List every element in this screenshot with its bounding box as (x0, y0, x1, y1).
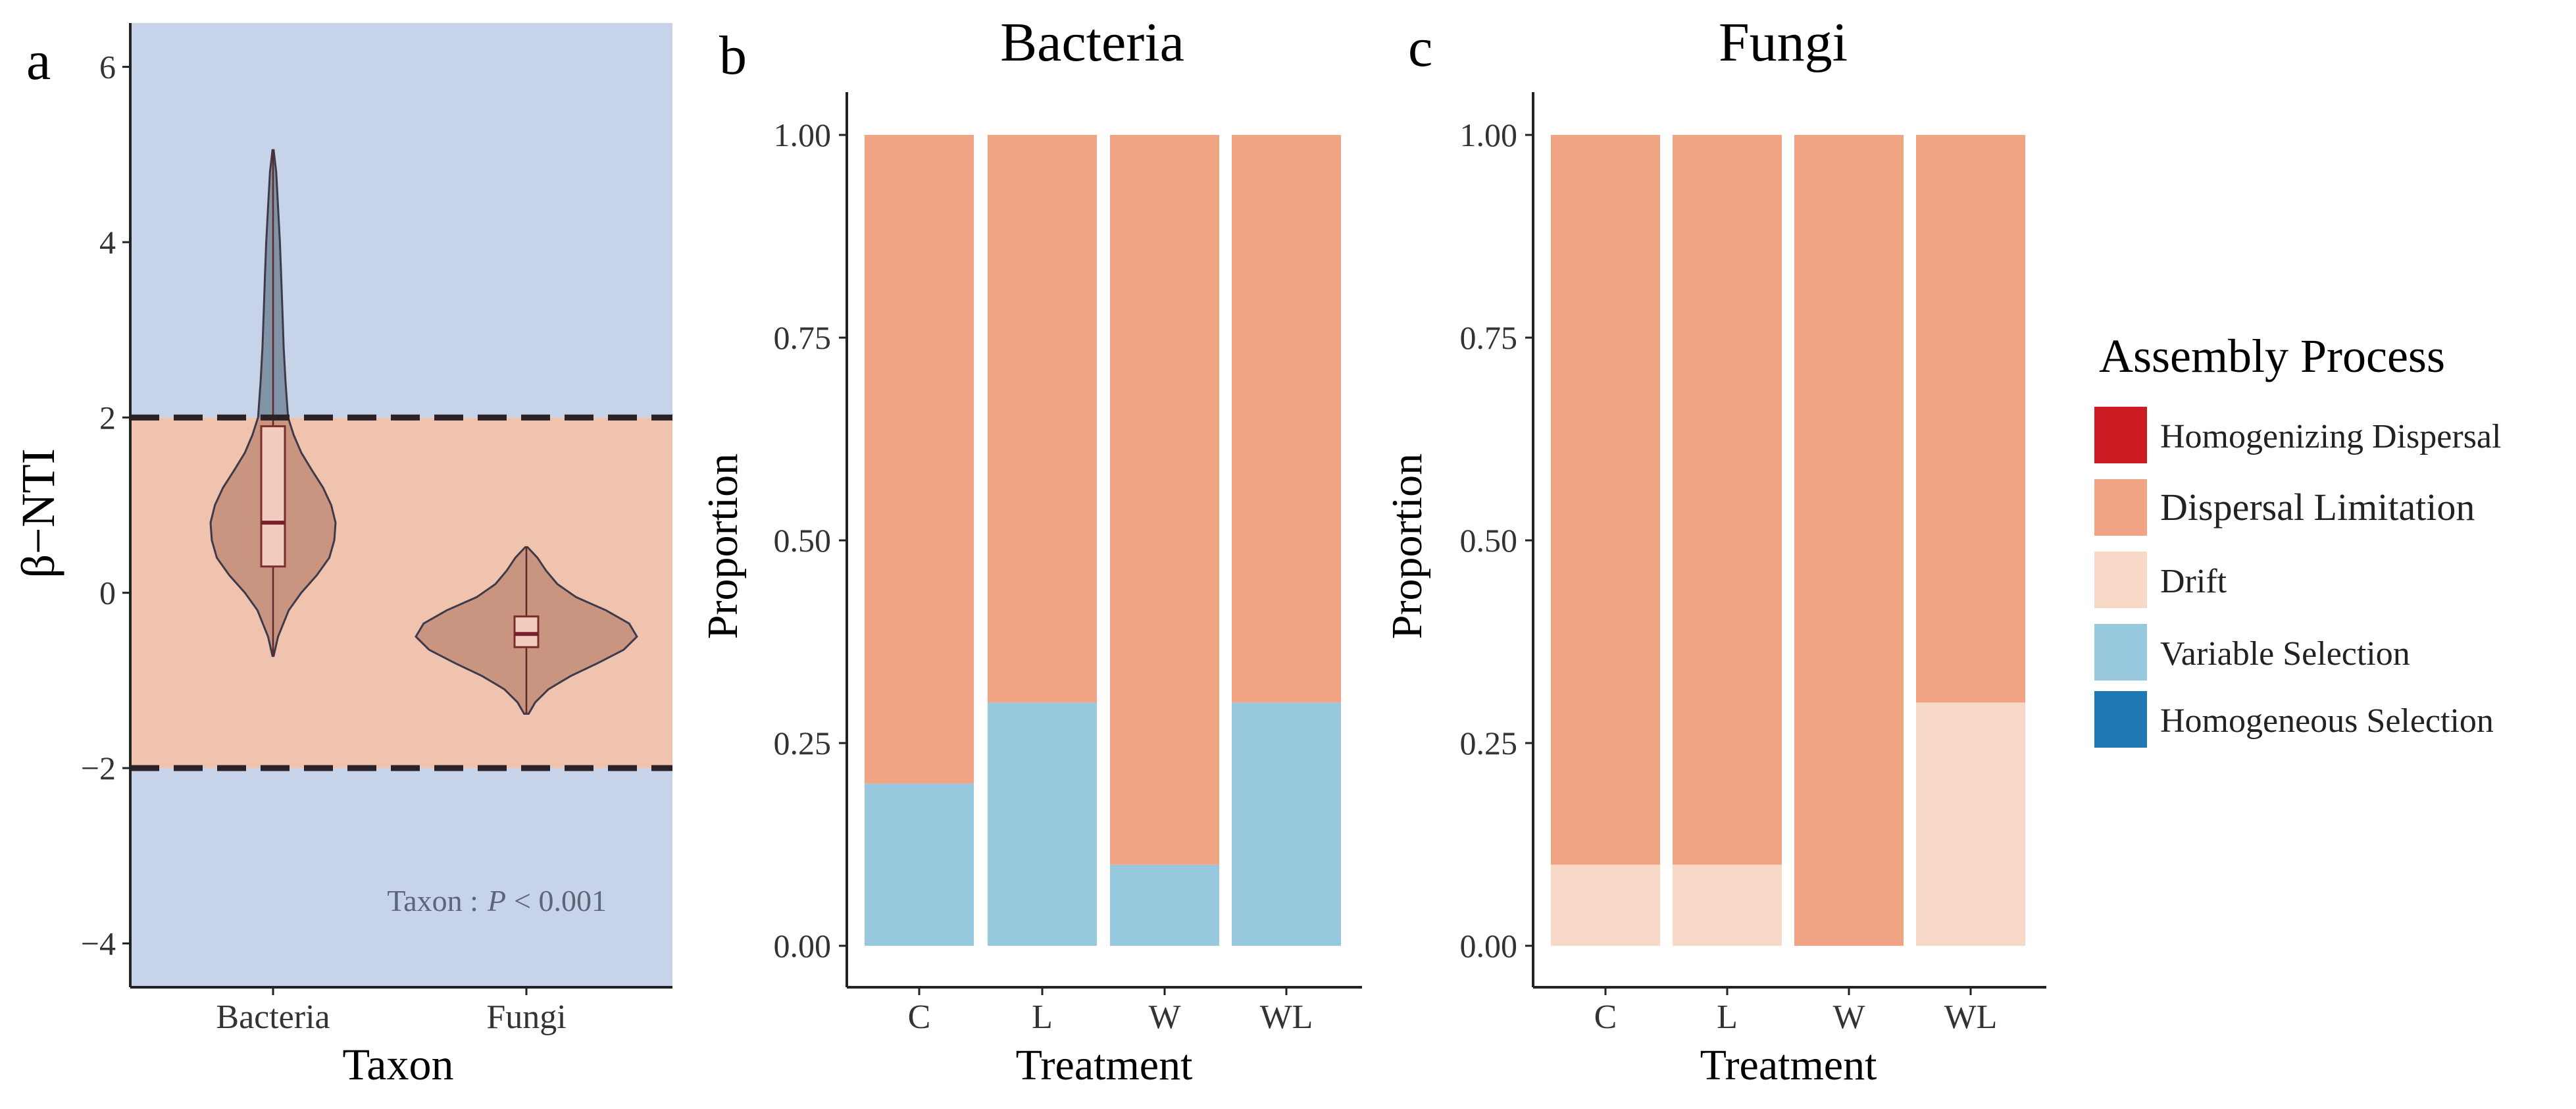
b-x-tick-label: C (908, 998, 931, 1036)
panel-b-bacteria-bar-chart: 0.00 0.25 0.50 0.75 1.00 C L W WL b Bacteria Pr… (699, 12, 1362, 1089)
violin-box (513, 615, 540, 648)
c-bars (1551, 135, 2025, 946)
legend-label: Drift (2160, 563, 2227, 600)
a-y-tick-label: 4 (99, 224, 116, 261)
c-bar-C-drift (1551, 864, 1660, 946)
panel-a-label: a (26, 30, 51, 91)
a-y-tick-label: −2 (81, 750, 116, 787)
a-band-2 (130, 23, 672, 418)
c-x-axis-title: Treatment (1700, 1041, 1877, 1089)
a-y-tick-label: 0 (99, 575, 116, 611)
a-band-0 (130, 768, 672, 987)
a-x-tick-label: Fungi (486, 998, 566, 1036)
legend-swatch (2094, 691, 2147, 748)
a-y-tick-label: −4 (81, 925, 116, 962)
panel-a-violin-chart: −4 −2 0 2 4 6 Bacteria Fungi a β−NTI Taxon Tax… (12, 23, 672, 1089)
c-y-tick-label: 0.50 (1460, 522, 1518, 559)
b-x-ticks: C L W WL (908, 987, 1313, 1036)
panel-b-label: b (719, 25, 747, 86)
panel-c-fungi-bar-chart: 0.00 0.25 0.50 0.75 1.00 C L W WL c Fungi Propo… (1383, 12, 2046, 1089)
legend-swatch (2094, 552, 2147, 608)
c-bar-L-dispersal-limitation (1673, 135, 1782, 865)
c-bar-W-dispersal-limitation (1794, 135, 1904, 946)
b-bar-L-variable-selection (988, 702, 1097, 946)
b-x-tick-label: W (1148, 998, 1180, 1036)
b-chart-title: Bacteria (1000, 12, 1184, 73)
b-bar-W-dispersal-limitation (1110, 135, 1219, 865)
violin-outline (415, 546, 638, 715)
b-x-tick-label: L (1032, 998, 1053, 1036)
c-x-tick-label: WL (1944, 998, 1998, 1036)
b-x-tick-label: WL (1260, 998, 1313, 1036)
c-y-tick-label: 0.75 (1460, 319, 1518, 356)
a-annotation-prefix: Taxon : (387, 884, 478, 917)
b-bar-W-variable-selection (1110, 864, 1219, 946)
legend-label: Dispersal Limitation (2160, 486, 2475, 529)
c-bar-WL-drift (1916, 702, 2025, 946)
c-y-tick-label: 0.25 (1460, 725, 1518, 761)
legend-title: Assembly Process (2099, 330, 2445, 382)
panel-c-label: c (1408, 17, 1432, 78)
b-bar-C-dispersal-limitation (865, 135, 974, 784)
a-y-ticks: −4 −2 0 2 4 6 (81, 49, 130, 962)
legend-swatch (2094, 479, 2147, 536)
c-bar-WL-dispersal-limitation (1916, 135, 2025, 703)
c-x-tick-label: C (1594, 998, 1617, 1036)
legend-item-homogenizing-dispersal: Homogenizing Dispersal (2094, 407, 2501, 463)
b-bar-WL-dispersal-limitation (1232, 135, 1341, 703)
a-y-tick-label: 6 (99, 49, 116, 86)
legend-item-variable-selection: Variable Selection (2094, 624, 2410, 681)
legend-label: Variable Selection (2160, 635, 2410, 673)
violin-outline (209, 149, 337, 658)
legend-swatch (2094, 624, 2147, 681)
legend-item-homogeneous-selection: Homogeneous Selection (2094, 691, 2494, 748)
a-x-tick-label: Bacteria (216, 998, 330, 1036)
a-annotation: Taxon : P < 0.001 (387, 884, 607, 917)
c-y-axis-title: Proportion (1383, 453, 1431, 639)
a-y-axis-title: β−NTI (12, 448, 64, 578)
a-axes (129, 23, 672, 989)
b-y-tick-label: 1.00 (774, 116, 832, 153)
legend-swatch (2094, 407, 2147, 463)
violin-box (260, 425, 286, 568)
a-annotation-p-symbol: P (487, 884, 506, 917)
b-y-ticks: 0.00 0.25 0.50 0.75 1.00 (774, 116, 847, 964)
b-y-tick-label: 0.50 (774, 522, 832, 559)
legend: Assembly Process Homogenizing Dispersal D… (2094, 330, 2501, 748)
c-y-ticks: 0.00 0.25 0.50 0.75 1.00 (1460, 116, 1533, 964)
a-y-tick-label: 2 (99, 399, 116, 436)
b-y-axis-title: Proportion (699, 453, 747, 639)
b-bar-L-dispersal-limitation (988, 135, 1097, 703)
b-y-tick-label: 0.75 (774, 319, 832, 356)
a-background-bands (130, 23, 672, 987)
legend-item-dispersal-limitation: Dispersal Limitation (2094, 479, 2475, 536)
a-annotation-value: < 0.001 (514, 884, 607, 917)
legend-items: Homogenizing Dispersal Dispersal Limitati… (2094, 407, 2501, 748)
c-bar-L-drift (1673, 864, 1782, 946)
c-x-tick-label: W (1832, 998, 1865, 1036)
c-y-tick-label: 1.00 (1460, 116, 1518, 153)
c-chart-title: Fungi (1719, 12, 1848, 73)
legend-item-drift: Drift (2094, 552, 2227, 608)
c-bar-C-dispersal-limitation (1551, 135, 1660, 865)
legend-label: Homogeneous Selection (2160, 702, 2494, 740)
legend-label: Homogenizing Dispersal (2160, 418, 2501, 455)
b-y-tick-label: 0.25 (774, 725, 832, 761)
b-bar-WL-variable-selection (1232, 702, 1341, 946)
b-y-tick-label: 0.00 (774, 927, 832, 964)
b-bar-C-variable-selection (865, 783, 974, 946)
a-band-1 (130, 417, 672, 769)
c-x-tick-label: L (1717, 998, 1738, 1036)
b-bars (865, 135, 1341, 946)
c-y-tick-label: 0.00 (1460, 927, 1518, 964)
c-x-ticks: C L W WL (1594, 987, 1998, 1036)
a-x-axis-title: Taxon (343, 1039, 454, 1089)
a-x-ticks: Bacteria Fungi (216, 987, 567, 1036)
b-x-axis-title: Treatment (1016, 1041, 1193, 1089)
